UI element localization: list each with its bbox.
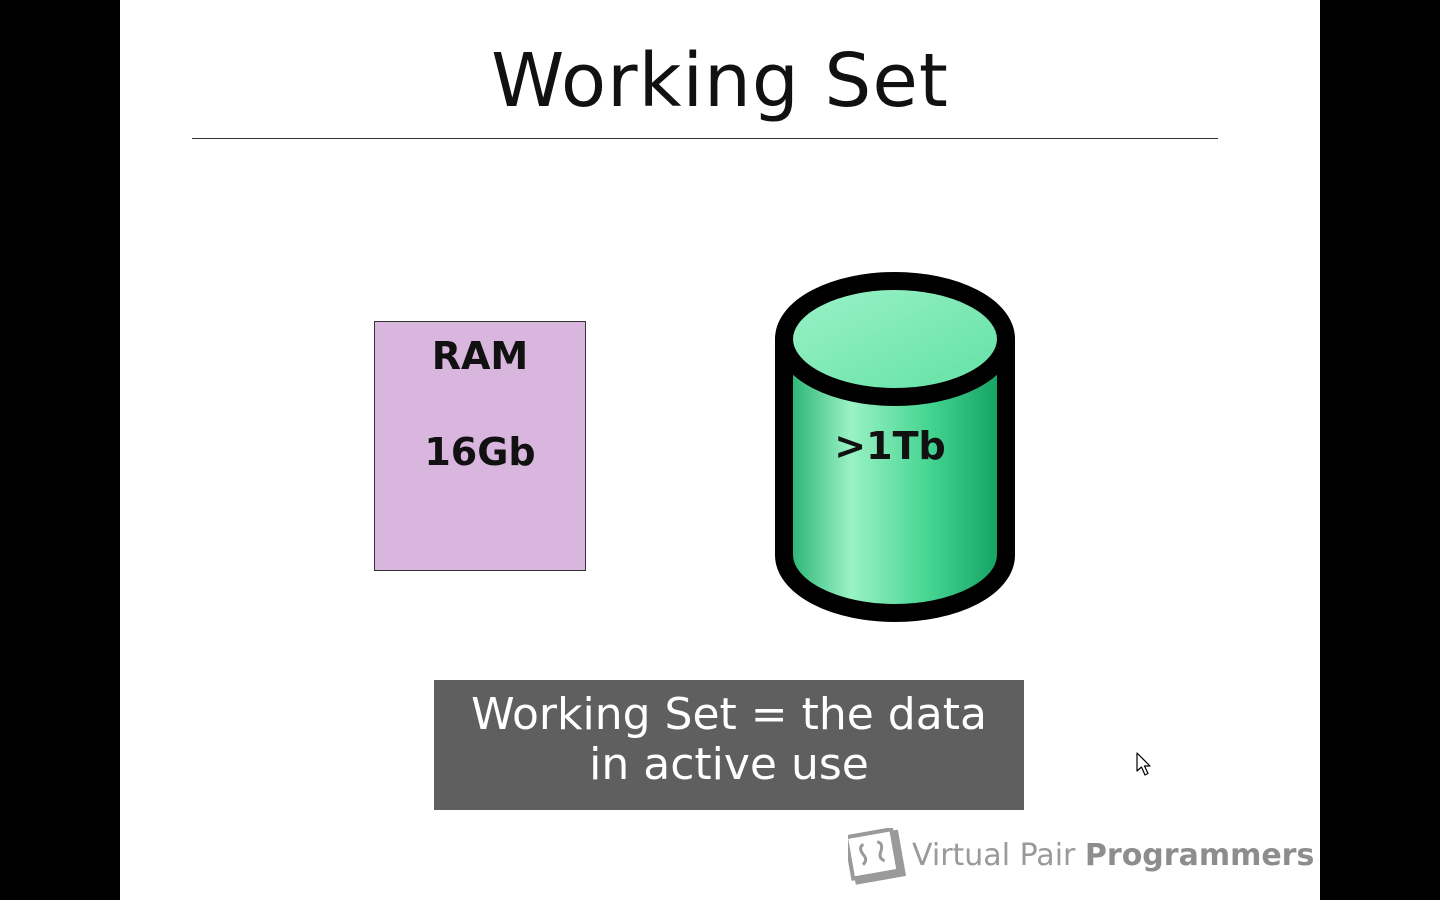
brand-logo-text: Virtual Pair Programmers [912,838,1314,873]
ram-box: RAM 16Gb [374,321,586,571]
caption-line-2: in active use [589,739,869,790]
slide-title: Working Set [491,38,949,124]
caption-line-1: Working Set = the data [471,689,987,740]
brand-name-light: Virtual Pair [912,838,1076,873]
definition-caption: Working Set = the data in active use [434,680,1024,810]
ram-size: 16Gb [424,430,536,474]
title-divider [192,138,1218,139]
brand-name-bold: Programmers [1084,838,1315,873]
disk-label: >1Tb [834,424,946,468]
slide: Working Set RAM 16Gb >1Tb Working Set = … [120,0,1320,900]
disk-cylinder-icon [775,272,1015,622]
brand-logo: Virtual Pair Programmers [848,828,1314,888]
mouse-pointer-icon [1136,752,1151,776]
ram-label: RAM [431,334,529,378]
brand-logo-icon [848,828,907,885]
